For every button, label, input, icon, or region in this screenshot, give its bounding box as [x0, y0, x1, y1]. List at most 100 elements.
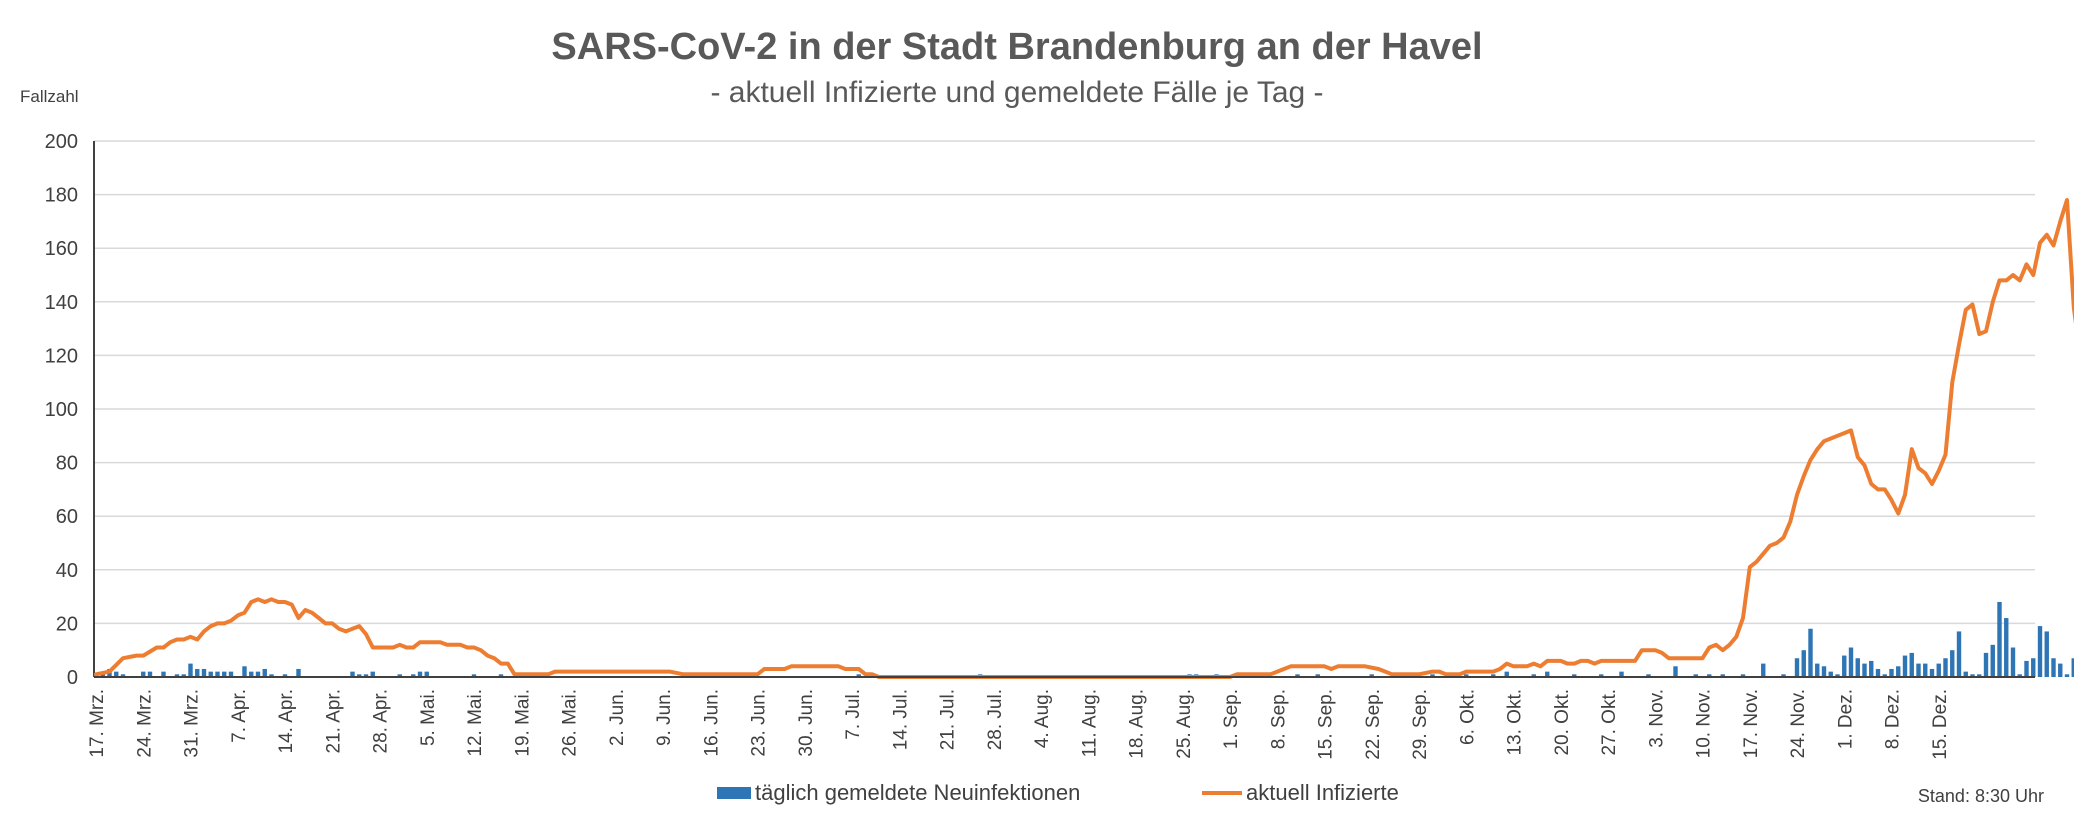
bar	[1882, 674, 1887, 677]
bar	[1491, 674, 1496, 677]
bar	[1531, 674, 1536, 677]
bar	[1943, 658, 1948, 677]
bar	[141, 671, 146, 677]
bar	[1821, 666, 1827, 677]
x-tick-label: 1. Dez.	[1835, 689, 1856, 749]
chart-title: SARS-CoV-2 in der Stadt Brandenburg an d…	[551, 26, 1483, 68]
x-tick-label: 12. Mai.	[465, 689, 486, 757]
bar	[1902, 655, 1908, 677]
bar	[1781, 674, 1786, 677]
bar	[161, 671, 166, 677]
bar	[174, 674, 180, 677]
bar	[1929, 668, 1935, 677]
x-tick-label: 25. Aug.	[1174, 689, 1195, 759]
x-tick-label: 24. Nov.	[1788, 689, 1809, 758]
x-tick-label: 23. Jun.	[749, 689, 770, 757]
bar	[1794, 658, 1800, 677]
bar	[1720, 674, 1725, 677]
bar	[1956, 631, 1962, 677]
bar	[357, 674, 362, 677]
bar	[1970, 674, 1975, 677]
series-line-aktuell-infizierte	[94, 198, 2074, 679]
bar	[188, 663, 193, 677]
bar	[120, 674, 126, 677]
bar	[228, 671, 234, 677]
x-tick-label: 28. Apr.	[371, 689, 392, 753]
bar	[1369, 674, 1374, 677]
bar	[1572, 674, 1577, 677]
bar	[1599, 674, 1604, 677]
bar	[1707, 674, 1712, 677]
bar	[1740, 674, 1746, 677]
chart-subtitle: - aktuell Infizierte und gemeldete Fälle…	[710, 76, 1324, 109]
bar	[1842, 655, 1847, 677]
y-tick-label: 140	[45, 292, 78, 314]
x-tick-label: 15. Dez.	[1930, 689, 1951, 760]
bar	[424, 671, 429, 677]
bar	[249, 671, 254, 677]
bar	[2010, 647, 2016, 677]
bar	[417, 671, 423, 677]
x-tick-label: 14. Jul.	[890, 689, 911, 750]
bar	[2044, 631, 2049, 677]
legend-swatch-bars	[717, 787, 751, 799]
bar	[1761, 663, 1766, 677]
bar	[1619, 671, 1624, 677]
x-tick-label: 3. Nov.	[1646, 689, 1667, 748]
x-tick-label: 22. Sep.	[1363, 689, 1384, 760]
x-tick-label: 7. Apr.	[229, 689, 250, 743]
x-tick-label: 28. Jul.	[985, 689, 1006, 750]
x-tick-label: 21. Apr.	[323, 689, 344, 753]
x-tick-label: 9. Jun.	[654, 689, 675, 746]
bar	[363, 674, 369, 677]
bar	[1295, 674, 1300, 677]
legend-item-line: aktuell Infizierte	[1202, 780, 1399, 806]
legend-item-bars: täglich gemeldete Neuinfektionen	[717, 780, 1080, 806]
bar	[195, 668, 200, 677]
x-tick-label: 14. Apr.	[276, 689, 297, 753]
x-tick-label: 10. Nov.	[1694, 689, 1715, 758]
x-tick-label: 16. Jun.	[701, 689, 722, 757]
bar	[269, 674, 274, 677]
x-tick-label: 20. Okt.	[1552, 689, 1573, 756]
bar	[1936, 663, 1941, 677]
timestamp-note: Stand: 8:30 Uhr	[1917, 786, 2044, 806]
y-tick-label: 20	[56, 613, 78, 635]
bar	[1673, 666, 1678, 677]
y-tick-label: 80	[56, 453, 78, 475]
x-tick-label: 6. Okt.	[1457, 689, 1478, 745]
bar	[222, 671, 227, 677]
x-tick-label: 2. Jun.	[607, 689, 628, 746]
bar	[1808, 628, 1813, 677]
bar	[1855, 658, 1860, 677]
bar	[215, 671, 220, 677]
x-tick-label: 11. Aug.	[1079, 689, 1100, 757]
bar	[1315, 674, 1320, 677]
x-tick-label: 17. Nov.	[1741, 689, 1762, 758]
x-tick-label: 19. Mai.	[512, 689, 533, 757]
bar	[1869, 660, 1874, 677]
legend-label-bars: täglich gemeldete Neuinfektionen	[755, 780, 1081, 805]
bar	[1990, 644, 1995, 677]
bar	[397, 674, 402, 677]
bar	[147, 671, 153, 677]
bar	[1950, 650, 1955, 677]
bar	[262, 668, 267, 677]
bar	[370, 671, 375, 677]
bar	[2004, 618, 2009, 677]
bar	[1977, 674, 1982, 677]
y-tick-label: 100	[45, 399, 78, 421]
bar	[1875, 668, 1881, 677]
y-tick-label: 180	[45, 185, 78, 207]
x-tick-label: 13. Okt.	[1505, 689, 1526, 756]
y-tick-label: 200	[45, 131, 78, 153]
x-tick-label: 30. Jun.	[796, 689, 817, 757]
bar	[1801, 650, 1806, 677]
x-tick-label: 1. Sep.	[1221, 689, 1242, 749]
x-tick-label: 31. Mrz.	[182, 689, 203, 758]
bar	[1693, 674, 1698, 677]
bar	[2037, 626, 2043, 677]
x-tick-label: 5. Mai.	[418, 689, 439, 746]
bar	[1916, 663, 1921, 677]
